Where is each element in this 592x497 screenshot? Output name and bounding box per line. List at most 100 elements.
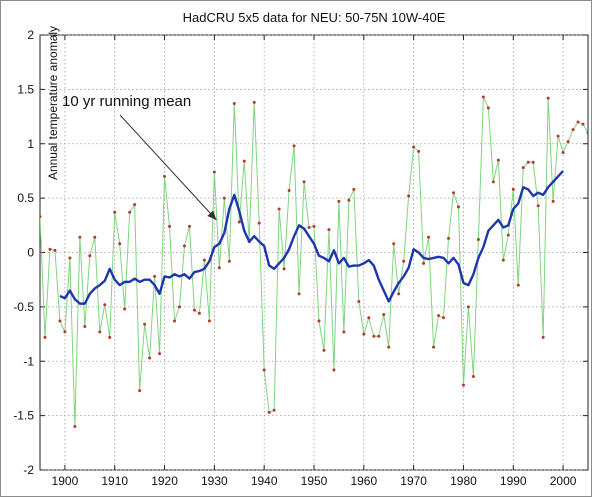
y-tick-label: -2: [23, 463, 34, 477]
annual-data-point: [93, 235, 97, 239]
annual-data-point: [272, 408, 276, 412]
annual-data-point: [506, 233, 510, 237]
y-tick-label: 1: [27, 137, 34, 151]
annual-data-point: [103, 303, 107, 307]
annual-data-point: [481, 95, 485, 99]
annual-data-point: [63, 330, 67, 334]
axes: 1900 1910 1920 1930 1940 1950 1960 1970 1980 1990…: [13, 28, 588, 488]
y-tick-label: -1.5: [13, 409, 34, 423]
annual-data-point: [222, 196, 226, 200]
annual-data-point: [143, 322, 147, 326]
annual-data-point: [168, 224, 172, 228]
annual-data-point: [177, 305, 181, 309]
annual-data-point: [257, 221, 261, 225]
annual-data-point: [68, 256, 72, 260]
series-group: [40, 95, 588, 428]
annual-data-point: [202, 258, 206, 262]
y-tick-label: 1.5: [17, 82, 34, 96]
annual-data-point: [412, 145, 416, 149]
y-tick-label: 2: [27, 28, 34, 42]
annual-data-point: [362, 332, 366, 336]
annual-data-point: [546, 96, 550, 100]
annual-data-point: [566, 140, 570, 144]
x-tick-label: 1980: [450, 474, 477, 488]
annual-data-point: [48, 247, 52, 251]
annual-data-point: [138, 389, 142, 393]
annual-data-point: [511, 187, 515, 191]
annual-data-point: [451, 191, 455, 195]
annual-data-point: [58, 319, 62, 323]
annual-data-point: [322, 348, 326, 352]
annual-data-point: [302, 180, 306, 184]
annual-data-point: [173, 319, 177, 323]
annual-data-point: [287, 189, 291, 193]
annual-data-point: [252, 100, 256, 104]
annual-data-point: [227, 259, 231, 263]
annual-data-point: [486, 106, 490, 110]
x-tick-label: 1910: [101, 474, 128, 488]
annual-data-point: [571, 128, 575, 132]
annual-data-point: [491, 180, 495, 184]
annual-data-point: [392, 242, 396, 246]
annotation-arrow-head: [207, 210, 217, 220]
annual-data-point: [357, 299, 361, 303]
annual-data-point: [556, 134, 560, 138]
y-tick-label: -0.5: [13, 300, 34, 314]
annual-data-point: [78, 235, 82, 239]
annual-data-point: [207, 319, 211, 323]
annual-data-point: [312, 224, 316, 228]
x-tick-label: 2000: [550, 474, 577, 488]
annual-data-point: [292, 144, 296, 148]
annual-data-point: [128, 210, 132, 214]
annual-data-point: [536, 204, 540, 208]
annual-data-point: [40, 215, 42, 219]
annual-data-point: [108, 335, 112, 339]
annual-data-point: [402, 259, 406, 263]
y-tick-label: -1: [23, 354, 34, 368]
annual-data-point: [432, 345, 436, 349]
annual-data-point: [98, 330, 102, 334]
annual-data-point: [88, 254, 92, 258]
annual-data-point: [397, 292, 401, 296]
annual-data-point: [277, 207, 281, 211]
annual-data-point: [182, 244, 186, 248]
annual-data-point: [541, 335, 545, 339]
annual-data-point: [158, 352, 162, 356]
annual-data-point: [516, 283, 520, 287]
annual-data-point: [581, 122, 585, 126]
annual-data-point: [372, 334, 376, 338]
x-tick-label: 1920: [151, 474, 178, 488]
annual-data-point: [267, 410, 271, 414]
annual-data-point: [382, 312, 386, 316]
annual-data-point: [123, 307, 127, 311]
annual-data-point: [352, 187, 356, 191]
annual-data-point: [427, 235, 431, 239]
annual-data-point: [192, 308, 196, 312]
y-axis-label: Annual temperature anomaly: [46, 26, 60, 180]
annotation-label: 10 yr running mean: [62, 93, 191, 110]
x-tick-label: 1930: [201, 474, 228, 488]
annual-data-point: [437, 314, 441, 318]
annual-data-point: [237, 220, 241, 224]
annual-data-point: [232, 102, 236, 106]
x-tick-label: 1960: [350, 474, 377, 488]
y-tick-label: 0: [27, 246, 34, 260]
annual-data-point: [342, 330, 346, 334]
annual-data-point: [212, 170, 216, 174]
annotation-arrow-line: [119, 114, 217, 221]
annual-data-point: [197, 311, 201, 315]
x-tick-label: 1900: [52, 474, 79, 488]
annual-data-point: [501, 258, 505, 262]
annual-data-point: [496, 158, 500, 162]
annual-data-point: [531, 160, 535, 164]
x-tick-label: 1970: [400, 474, 427, 488]
x-tick-label: 1940: [251, 474, 278, 488]
annual-data-point: [43, 335, 47, 339]
annual-data-point: [113, 210, 117, 214]
annual-data-point: [217, 266, 221, 270]
annual-data-point: [163, 174, 167, 178]
annual-data-point: [297, 292, 301, 296]
annual-data-point: [447, 236, 451, 240]
annotation: 10 yr running mean: [62, 93, 217, 221]
annual-data-point: [242, 159, 246, 163]
